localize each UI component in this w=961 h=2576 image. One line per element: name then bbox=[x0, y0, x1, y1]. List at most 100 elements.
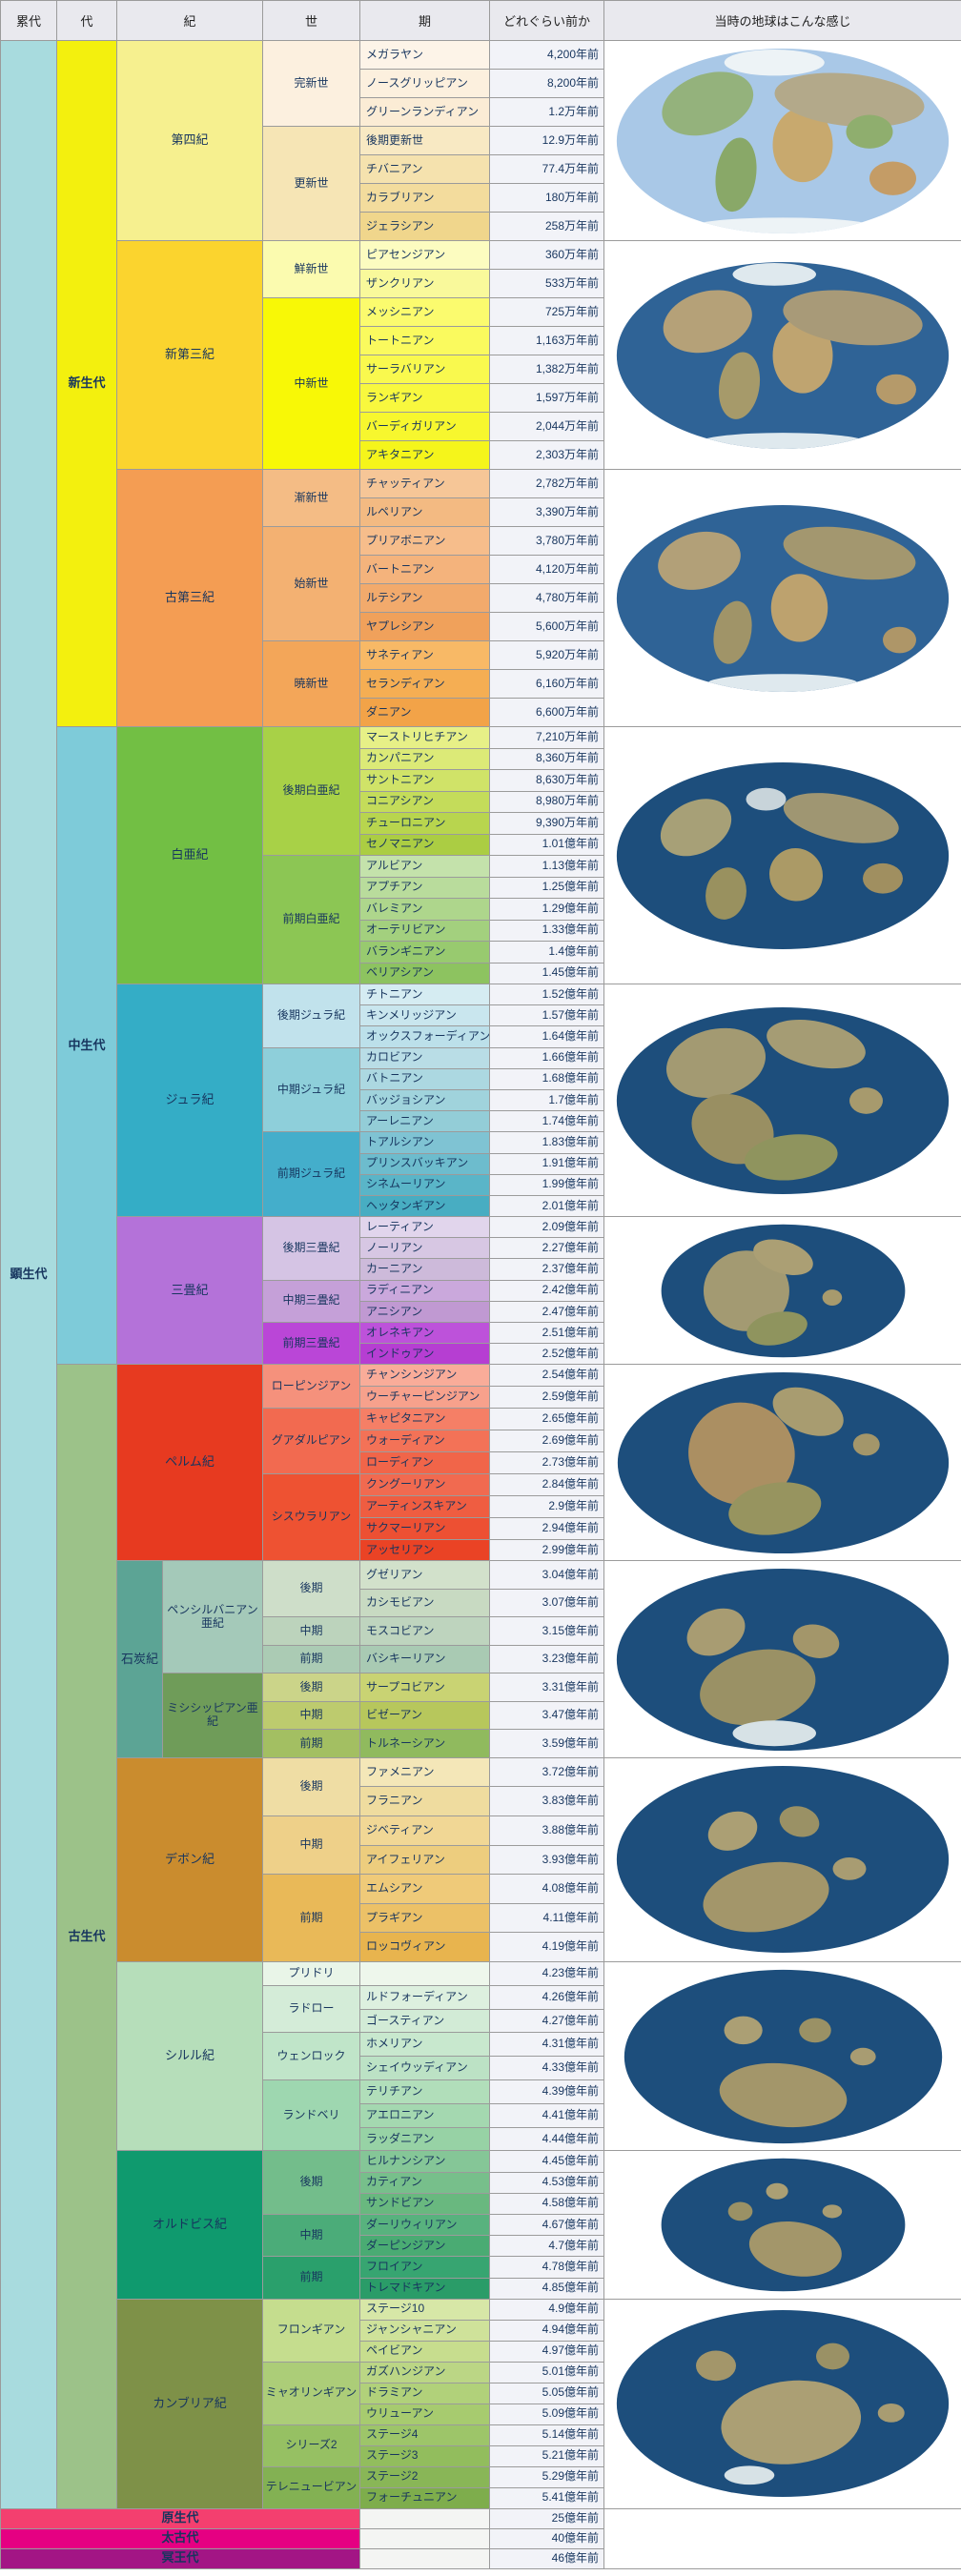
table-row: ヤプレシアン 5,600万年前 bbox=[1, 612, 961, 641]
epoch-cell: シスウラリアン bbox=[262, 1472, 361, 1562]
table-row: 前期三畳紀 オレネキアン 2.51億年前 bbox=[1, 1321, 961, 1366]
table-row: ステージ3 5.21億年前 bbox=[1, 2444, 961, 2467]
stage-cell: ステージ4 bbox=[359, 2424, 491, 2446]
age-cell: 1.57億年前 bbox=[489, 1004, 605, 1027]
epoch-cell: 前期 bbox=[262, 2256, 361, 2300]
stage-cell: バーディガリアン bbox=[359, 412, 491, 441]
table-row: ジュラ紀 後期ジュラ紀 チトニアン 1.52億年前 bbox=[1, 983, 961, 1218]
stage-cell: オーテリビアン bbox=[359, 919, 491, 942]
epoch-cell: ランドベリ bbox=[262, 2079, 361, 2152]
age-cell: 8,980万年前 bbox=[489, 790, 605, 813]
age-cell: 1.01億年前 bbox=[489, 833, 605, 856]
map-cell bbox=[603, 1756, 961, 1963]
table-row: 前期白亜紀 アルビアン 1.13億年前 bbox=[1, 855, 961, 984]
epoch-cell: 始新世 bbox=[262, 526, 361, 641]
precambrian-era-cell: 太古代 bbox=[0, 2527, 361, 2549]
stage-cell: シェイウッディアン bbox=[359, 2056, 491, 2081]
age-cell: 1.68億年前 bbox=[489, 1067, 605, 1090]
epoch-cell: 前期 bbox=[262, 1874, 361, 1963]
stage-cell: ランギアン bbox=[359, 383, 491, 413]
age-cell: 5.41億年前 bbox=[489, 2486, 605, 2509]
stage-cell: トアルシアン bbox=[359, 1131, 491, 1154]
table-row: セランディアン 6,160万年前 bbox=[1, 669, 961, 699]
table-row: ダーピンジアン 4.7億年前 bbox=[1, 2235, 961, 2258]
stage-cell: サーラバリアン bbox=[359, 355, 491, 384]
age-cell: 4,780万年前 bbox=[489, 583, 605, 613]
period-cell: カンブリア紀 bbox=[115, 2298, 264, 2509]
stage-cell: サントニアン bbox=[359, 769, 491, 792]
table-row: 前期ジュラ紀 トアルシアン 1.83億年前 bbox=[1, 1131, 961, 1218]
epoch-cell: 前期 bbox=[262, 1644, 361, 1674]
stage-cell: ジャンシャニアン bbox=[359, 2319, 491, 2342]
period-cell: ペルム紀 bbox=[115, 1364, 264, 1562]
map-cell bbox=[603, 1961, 961, 2152]
stage-cell: メッシニアン bbox=[359, 297, 491, 327]
table-row: 中期ジュラ紀 カロビアン 1.66億年前 bbox=[1, 1046, 961, 1133]
epoch-cell: 中新世 bbox=[262, 297, 361, 470]
age-cell: 5.14億年前 bbox=[489, 2424, 605, 2446]
age-cell: 6,160万年前 bbox=[489, 669, 605, 699]
age-cell: 3.47億年前 bbox=[489, 1700, 605, 1731]
paleogeography-map bbox=[616, 761, 950, 949]
table-row: トートニアン 1,163万年前 bbox=[1, 326, 961, 355]
paleogeography-map bbox=[616, 48, 950, 233]
table-row: プラギアン 4.11億年前 bbox=[1, 1902, 961, 1934]
period-cell: オルドビス紀 bbox=[115, 2150, 264, 2300]
stage-cell: ファメニアン bbox=[359, 1756, 491, 1788]
age-cell: 5,920万年前 bbox=[489, 640, 605, 670]
table-row: ドラミアン 5.05億年前 bbox=[1, 2382, 961, 2404]
table-row: アーレニアン 1.74億年前 bbox=[1, 1110, 961, 1133]
age-cell: 8,200年前 bbox=[489, 69, 605, 98]
age-cell: 1.13億年前 bbox=[489, 855, 605, 878]
map-cell bbox=[603, 40, 961, 241]
table-row: 中生代 白亜紀 後期白亜紀 マーストリヒチアン 7,210万年前 bbox=[1, 725, 961, 1366]
stage-cell: アルビアン bbox=[359, 855, 491, 878]
epoch-cell: 中期ジュラ紀 bbox=[262, 1046, 361, 1133]
table-row: カティアン 4.53億年前 bbox=[1, 2171, 961, 2194]
age-cell: 4.97億年前 bbox=[489, 2340, 605, 2363]
stage-cell: インドゥアン bbox=[359, 1343, 491, 1366]
age-cell: 1,163万年前 bbox=[489, 326, 605, 355]
stage-cell: キンメリッジアン bbox=[359, 1004, 491, 1027]
table-row: 中新世 メッシニアン 725万年前 bbox=[1, 297, 961, 470]
age-cell: 6,600万年前 bbox=[489, 698, 605, 727]
age-cell: 2,782万年前 bbox=[489, 469, 605, 498]
age-cell: 2.69億年前 bbox=[489, 1430, 605, 1452]
map-cell bbox=[603, 1216, 961, 1366]
table-row: 新第三紀 鮮新世 ピアセンジアン 360万年前 bbox=[1, 240, 961, 470]
period-cell: 古第三紀 bbox=[115, 469, 264, 727]
stage-cell: テリチアン bbox=[359, 2079, 491, 2104]
stage-cell: カンパニアン bbox=[359, 747, 491, 770]
stage-cell: アキタニアン bbox=[359, 440, 491, 470]
age-cell: 1.99億年前 bbox=[489, 1173, 605, 1196]
stage-cell: サンドビアン bbox=[359, 2192, 491, 2215]
table-row: シスウラリアン クングーリアン 2.84億年前 bbox=[1, 1472, 961, 1562]
table-row: バレミアン 1.29億年前 bbox=[1, 898, 961, 921]
age-cell: 5.21億年前 bbox=[489, 2444, 605, 2467]
table-row: 三畳紀 後期三畳紀 レーティアン 2.09億年前 bbox=[1, 1216, 961, 1366]
table-row: バッジョシアン 1.7億年前 bbox=[1, 1088, 961, 1112]
epoch-cell: 後期 bbox=[262, 1673, 361, 1702]
stage-cell: ピアセンジアン bbox=[359, 240, 491, 270]
table-row: ランギアン 1,597万年前 bbox=[1, 383, 961, 413]
stage-cell: 後期更新世 bbox=[359, 126, 491, 155]
stage-cell: ルドフォーディアン bbox=[359, 1984, 491, 2010]
table-row: フォーチュニアン 5.41億年前 bbox=[1, 2486, 961, 2509]
stage-cell: チャンシンジアン bbox=[359, 1364, 491, 1388]
age-cell: 3.31億年前 bbox=[489, 1673, 605, 1702]
table-row: ノーリアン 2.27億年前 bbox=[1, 1237, 961, 1260]
table-row: サクマーリアン 2.94億年前 bbox=[1, 1516, 961, 1540]
paleogeography-map bbox=[617, 1371, 949, 1553]
stage-cell: コニアシアン bbox=[359, 790, 491, 813]
stage-cell bbox=[359, 1961, 491, 1986]
stage-cell: アーティンスキアン bbox=[359, 1494, 491, 1518]
age-cell: 9,390万年前 bbox=[489, 812, 605, 835]
age-cell: 2.42億年前 bbox=[489, 1279, 605, 1302]
epoch-cell: 後期 bbox=[262, 1560, 361, 1618]
age-cell: 12.9万年前 bbox=[489, 126, 605, 155]
stage-cell: カロビアン bbox=[359, 1046, 491, 1069]
period-cell: 第四紀 bbox=[115, 40, 264, 241]
stage-cell bbox=[359, 2527, 491, 2549]
age-cell: 1.25億年前 bbox=[489, 876, 605, 899]
